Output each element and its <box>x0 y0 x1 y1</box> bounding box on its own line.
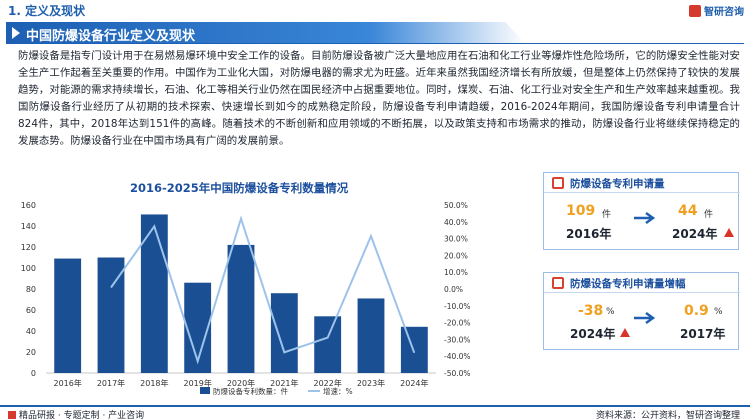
growth-2024-unit: % <box>606 307 615 317</box>
section-title: 1. 定义及现状 <box>8 4 86 18</box>
brand: 智研咨询 <box>689 3 744 18</box>
x-tick-label: 2022年 <box>313 378 341 388</box>
count-2024-year: 2024年 <box>672 227 718 241</box>
growth-2024-year: 2024年 <box>570 327 616 341</box>
y-left-tick-label: 0 <box>31 369 36 378</box>
y-right-tick-label: -40.0% <box>444 352 471 361</box>
card-header: 防爆设备专利申请量 <box>544 173 740 193</box>
y-right-tick-label: -10.0% <box>444 302 471 311</box>
chart-title: 2016-2025年中国防爆设备专利数量情况 <box>130 181 349 195</box>
count-2016-value: 109 <box>566 203 596 219</box>
growth-2024-value: -38 <box>578 303 604 319</box>
x-tick-label: 2016年 <box>53 378 81 388</box>
count-2024-value: 44 <box>678 203 698 219</box>
y-left-tick-label: 20 <box>26 348 36 357</box>
y-right-tick-label: -30.0% <box>444 335 471 344</box>
bar <box>54 258 82 373</box>
footer-slogan-text: 精品研报 · 专题定制 · 产业咨询 <box>19 411 145 420</box>
bar <box>270 293 298 373</box>
card-title: 防爆设备专利申请量增幅 <box>570 278 686 290</box>
intro-paragraph: 防爆设备是指专门设计用于在易燃易爆环境中安全工作的设备。目前防爆设备被广泛大量地… <box>18 50 740 148</box>
trend-up-icon <box>620 328 630 337</box>
x-tick-label: 2024年 <box>400 378 428 388</box>
bar <box>314 316 342 373</box>
footer: 精品研报 · 专题定制 · 产业咨询 资料来源：公开资料，智研咨询整理 <box>0 405 750 420</box>
banner-background <box>6 22 526 44</box>
source-note: 资料来源：公开资料，智研咨询整理 <box>595 411 740 420</box>
growth-2017-value: 0.9 <box>684 303 709 319</box>
y-right-tick-label: 20.0% <box>444 251 468 260</box>
y-left-tick-label: 100 <box>21 264 36 273</box>
count-2024-unit: 件 <box>704 210 714 220</box>
patent-count-card: 防爆设备专利申请量 109 件 2016年 44 件 2024年 <box>543 172 740 250</box>
y-left-tick-label: 80 <box>26 285 36 294</box>
footer-divider <box>0 405 750 407</box>
y-left-tick-label: 40 <box>26 327 36 336</box>
y-right-tick-label: 50.0% <box>444 201 468 210</box>
count-2016-year: 2016年 <box>566 227 612 241</box>
legend-bar-label: 防爆设备专利数量：件 <box>213 386 288 396</box>
brand-logo-icon <box>8 410 16 419</box>
bar <box>227 244 255 373</box>
y-left-tick-label: 140 <box>21 222 36 231</box>
brand-logo-icon <box>689 4 701 17</box>
card-divider <box>544 292 740 293</box>
bar <box>140 214 168 373</box>
page-title: 中国防爆设备行业定义及现状 <box>26 29 196 44</box>
y-right-tick-label: 30.0% <box>444 235 468 244</box>
legend-bar-swatch <box>200 387 210 394</box>
card-title: 防爆设备专利申请量 <box>570 178 665 190</box>
footer-slogan: 精品研报 · 专题定制 · 产业咨询 <box>8 408 144 420</box>
x-tick-label: 2023年 <box>357 378 385 388</box>
y-right-tick-label: -50.0% <box>444 369 471 378</box>
growth-line <box>110 215 416 365</box>
card-header: 防爆设备专利申请量增幅 <box>544 273 740 293</box>
x-tick-label: 2018年 <box>140 378 168 388</box>
count-2016-unit: 件 <box>602 210 612 220</box>
patent-chart: 0 20 40 60 80 100 120 140 160 -50.0% -40.0% -30.0% -… <box>21 201 471 396</box>
y-right-tick-label: 0.0% <box>444 285 463 294</box>
y-right-tick-label: 10.0% <box>444 268 468 277</box>
x-tick-label: 2019年 <box>183 378 211 388</box>
y-right-tick-label: 40.0% <box>444 218 468 227</box>
growth-2017-unit: % <box>714 307 723 317</box>
trend-up-icon <box>724 228 734 237</box>
title-banner: 中国防爆设备行业定义及现状 <box>6 22 744 44</box>
growth-2017-year: 2017年 <box>680 327 726 341</box>
bar <box>357 298 385 373</box>
x-tick-label: 2021年 <box>270 378 298 388</box>
right-arrow-icon <box>634 211 656 225</box>
brand-name: 智研咨询 <box>704 7 744 18</box>
x-tick-label: 2020年 <box>227 378 255 388</box>
y-right-tick-label: -20.0% <box>444 319 471 328</box>
x-tick-label: 2017年 <box>97 378 125 388</box>
card-badge-icon <box>552 177 564 189</box>
card-badge-icon <box>552 277 564 289</box>
patent-growth-card: 防爆设备专利申请量增幅 -38 % 2024年 0.9 % 2017年 <box>543 272 740 350</box>
bar <box>97 257 125 373</box>
play-triangle-icon <box>12 27 20 39</box>
card-divider <box>544 192 740 193</box>
top-bar: 1. 定义及现状 智研咨询 <box>0 0 750 20</box>
y-left-tick-label: 60 <box>26 306 36 315</box>
y-left-tick-label: 160 <box>21 201 36 210</box>
right-arrow-icon <box>634 311 656 325</box>
bar <box>400 326 428 373</box>
y-left-tick-label: 120 <box>21 243 36 252</box>
legend-line-label: 增速：% <box>323 386 353 396</box>
banner-divider <box>6 43 744 44</box>
